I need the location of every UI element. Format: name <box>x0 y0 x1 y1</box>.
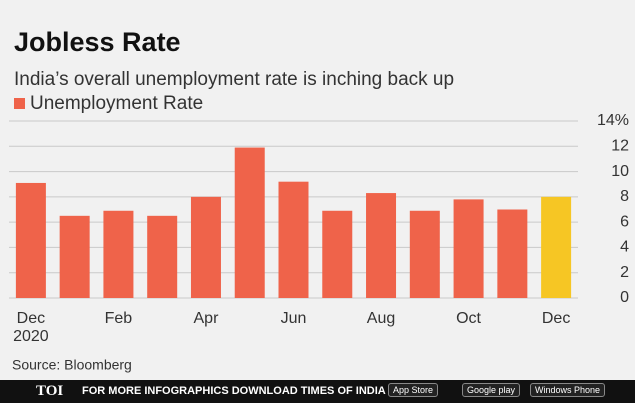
logo: TOI <box>36 383 64 399</box>
bar <box>147 215 178 298</box>
y-tick-label: 2 <box>620 264 629 281</box>
legend-label: Unemployment Rate <box>30 93 203 114</box>
bar <box>103 210 134 298</box>
footer-text: FOR MORE INFOGRAPHICS DOWNLOAD TIMES OF … <box>82 385 411 397</box>
source: Source: Bloomberg <box>12 357 132 373</box>
y-tick-label: 14% <box>597 112 629 129</box>
y-tick-label: 10 <box>611 163 629 180</box>
bar <box>278 181 309 298</box>
bar <box>453 199 484 298</box>
footer: TOI FOR MORE INFOGRAPHICS DOWNLOAD TIMES… <box>0 380 635 403</box>
x-tick-label: Feb <box>104 310 133 327</box>
x-tick-label: Dec 2020 <box>13 310 49 345</box>
bar <box>15 182 46 298</box>
x-tick-label: Apr <box>193 310 219 327</box>
y-tick-label: 0 <box>620 289 629 306</box>
bar <box>322 210 353 298</box>
x-tick-label: Oct <box>456 310 481 327</box>
bar <box>409 210 440 298</box>
bar <box>59 215 90 298</box>
y-tick-label: 4 <box>620 239 629 256</box>
y-tick-label: 12 <box>611 138 629 155</box>
app-badge[interactable]: App Store <box>388 383 439 397</box>
bar <box>366 193 397 298</box>
app-badge[interactable]: Google play <box>462 383 521 397</box>
chart-title: Jobless Rate <box>14 27 181 57</box>
y-tick-label: 8 <box>620 188 629 205</box>
bar <box>497 209 528 298</box>
chart-subtitle: India’s overall unemployment rate is inc… <box>14 69 454 90</box>
legend-swatch <box>14 98 25 109</box>
bar <box>190 196 221 298</box>
app-badge[interactable]: Windows Phone <box>530 383 606 397</box>
y-tick-label: 6 <box>620 213 629 230</box>
bar <box>541 196 572 298</box>
bar <box>234 147 265 298</box>
x-tick-label: Dec <box>541 310 571 327</box>
x-tick-label: Jun <box>280 310 307 327</box>
x-tick-label: Aug <box>366 310 396 327</box>
